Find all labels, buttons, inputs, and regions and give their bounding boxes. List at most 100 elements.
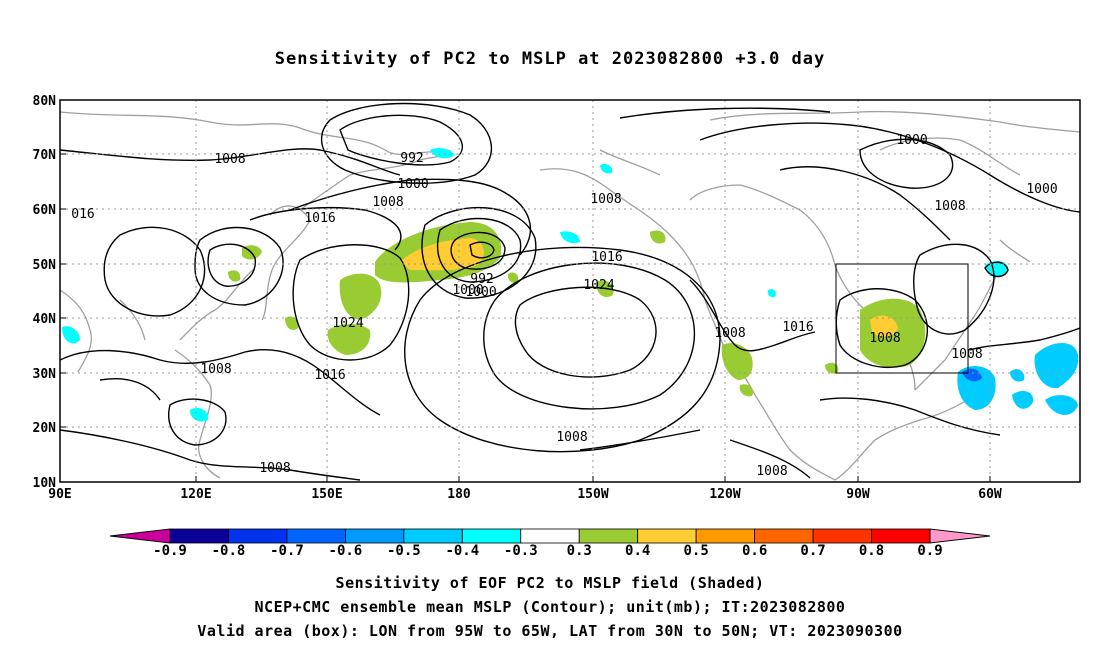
sensitivity-yellow-dateline: [400, 238, 484, 271]
sensitivity-green-small3: [650, 230, 666, 244]
lon-label: 60W: [978, 487, 1002, 502]
sensitivity-cyan-7: [985, 260, 1009, 277]
contour-label: 1016: [591, 250, 622, 265]
colorbar-swatch: [578, 528, 639, 544]
colorbar-tick-label: -0.8: [211, 543, 246, 559]
sensitivity-cyan-12: [1010, 369, 1025, 382]
latitude-labels: 80N 70N 60N 50N 40N 30N 20N 10N: [33, 94, 66, 491]
sensitivity-shading: [62, 147, 1079, 422]
contour-label: 1000: [896, 133, 927, 148]
lon-label: 120E: [180, 487, 211, 502]
sensitivity-cyan-2: [600, 163, 613, 174]
sensitivity-cyan-5: [190, 408, 209, 422]
mslp-contours: [59, 102, 1081, 481]
sensitivity-cyan-3: [560, 231, 580, 244]
colorbar-low-end: [109, 528, 171, 544]
sensitivity-green-1024: [339, 273, 382, 320]
sensitivity-green-small4: [507, 272, 519, 283]
colorbar-swatch: [754, 528, 814, 544]
sensitivity-yellow-box: [870, 315, 898, 337]
contour-label: 992: [400, 151, 423, 166]
colorbar-tick-label: 0.6: [741, 543, 768, 559]
contour-label: 1024: [332, 316, 363, 331]
lon-label: 150W: [577, 487, 608, 502]
contour-label: 1008: [951, 347, 982, 362]
contour-label: 1008: [259, 461, 290, 476]
contour-label: 1008: [590, 192, 621, 207]
contour-label: 1008: [214, 152, 245, 167]
colorbar-tick-label: 0.7: [800, 543, 826, 559]
colorbar-swatch: [403, 528, 463, 544]
colorbar-swatch: [812, 528, 872, 544]
contour-label: 1000: [1026, 182, 1057, 197]
colorbar-tick-label: -0.5: [386, 543, 421, 559]
sensitivity-green-small1: [228, 270, 241, 282]
sensitivity-cyan-1: [430, 147, 455, 159]
contour-label: 1008: [714, 326, 745, 341]
colorbar-swatch: [871, 528, 931, 544]
contour-label: 1008: [372, 195, 403, 210]
colorbar-tick-label: -0.4: [445, 543, 480, 559]
sensitivity-cyan-11: [1045, 395, 1078, 415]
lon-label: 120W: [709, 487, 740, 502]
colorbar-tick-label: -0.6: [328, 543, 363, 559]
contour-label: 1008: [556, 430, 587, 445]
contour-label: 1008: [756, 464, 787, 479]
colorbar-tick-label: -0.7: [270, 543, 304, 559]
colorbar-swatch: [228, 528, 288, 544]
colorbar-swatch: [286, 528, 346, 544]
lat-label: 40N: [33, 312, 57, 327]
contour-label: 1000: [397, 177, 428, 192]
footer-line-1: Sensitivity of EOF PC2 to MSLP field (Sh…: [335, 574, 765, 592]
lat-label: 20N: [33, 421, 57, 436]
contour-label: 016: [71, 207, 94, 222]
contour-labels: 1008992100010001008016101610249921000100…: [71, 133, 1057, 479]
lon-label: 90W: [846, 487, 870, 502]
contour-label: 1008: [200, 362, 231, 377]
footer-line-2: NCEP+CMC ensemble mean MSLP (Contour); u…: [254, 598, 846, 616]
colorbar-swatch: [637, 528, 697, 544]
sensitivity-green-box2: [825, 362, 839, 374]
lat-label: 60N: [33, 203, 57, 218]
colorbar-tick-label: 0.9: [917, 543, 943, 559]
colorbar-tick-label: 0.4: [625, 543, 651, 559]
sensitivity-green-1024b: [327, 324, 371, 355]
coastlines: [59, 110, 1081, 481]
contour-label: 1000: [465, 285, 496, 300]
valid-area-box: [835, 263, 969, 374]
lat-label: 50N: [33, 258, 57, 273]
sensitivity-cyan-10: [1012, 390, 1034, 409]
contour-label: 1008: [869, 331, 900, 346]
colorbar-swatch: [695, 528, 756, 544]
colorbar-swatch: [461, 528, 522, 544]
map-frame: [59, 99, 1081, 483]
colorbar-swatch: [169, 528, 229, 544]
contour-label: 1008: [934, 199, 965, 214]
contour-label: 1016: [304, 211, 335, 226]
sensitivity-cyan-6: [767, 289, 776, 298]
lat-label: 70N: [33, 148, 57, 163]
colorbar-tick-label: 0.5: [683, 543, 709, 559]
colorbar-tick-label: 0.3: [566, 543, 592, 559]
sensitivity-cyan-9: [1034, 342, 1079, 389]
colorbar-high-end: [929, 528, 991, 544]
plot-title: Sensitivity of PC2 to MSLP at 2023082800…: [274, 49, 826, 69]
sensitivity-green-small2: [285, 316, 299, 330]
colorbar-swatch: [344, 528, 405, 544]
colorbar: [109, 528, 991, 544]
sensitivity-cyan-4: [62, 326, 80, 344]
lon-label: 180: [447, 487, 471, 502]
lat-label: 30N: [33, 367, 57, 382]
lat-lon-grid: [60, 100, 1080, 482]
colorbar-tick-label: -0.9: [153, 543, 187, 559]
contour-label: 1024: [583, 278, 614, 293]
lon-label: 150E: [311, 487, 342, 502]
footer-line-3: Valid area (box): LON from 95W to 65W, L…: [197, 622, 903, 640]
sensitivity-green-mexico: [721, 343, 753, 380]
colorbar-swatch: [520, 528, 580, 544]
sensitivity-blue-8: [962, 368, 982, 382]
lat-label: 80N: [33, 94, 57, 109]
contour-label: 1016: [782, 320, 813, 335]
colorbar-tick-label: -0.3: [503, 543, 538, 559]
